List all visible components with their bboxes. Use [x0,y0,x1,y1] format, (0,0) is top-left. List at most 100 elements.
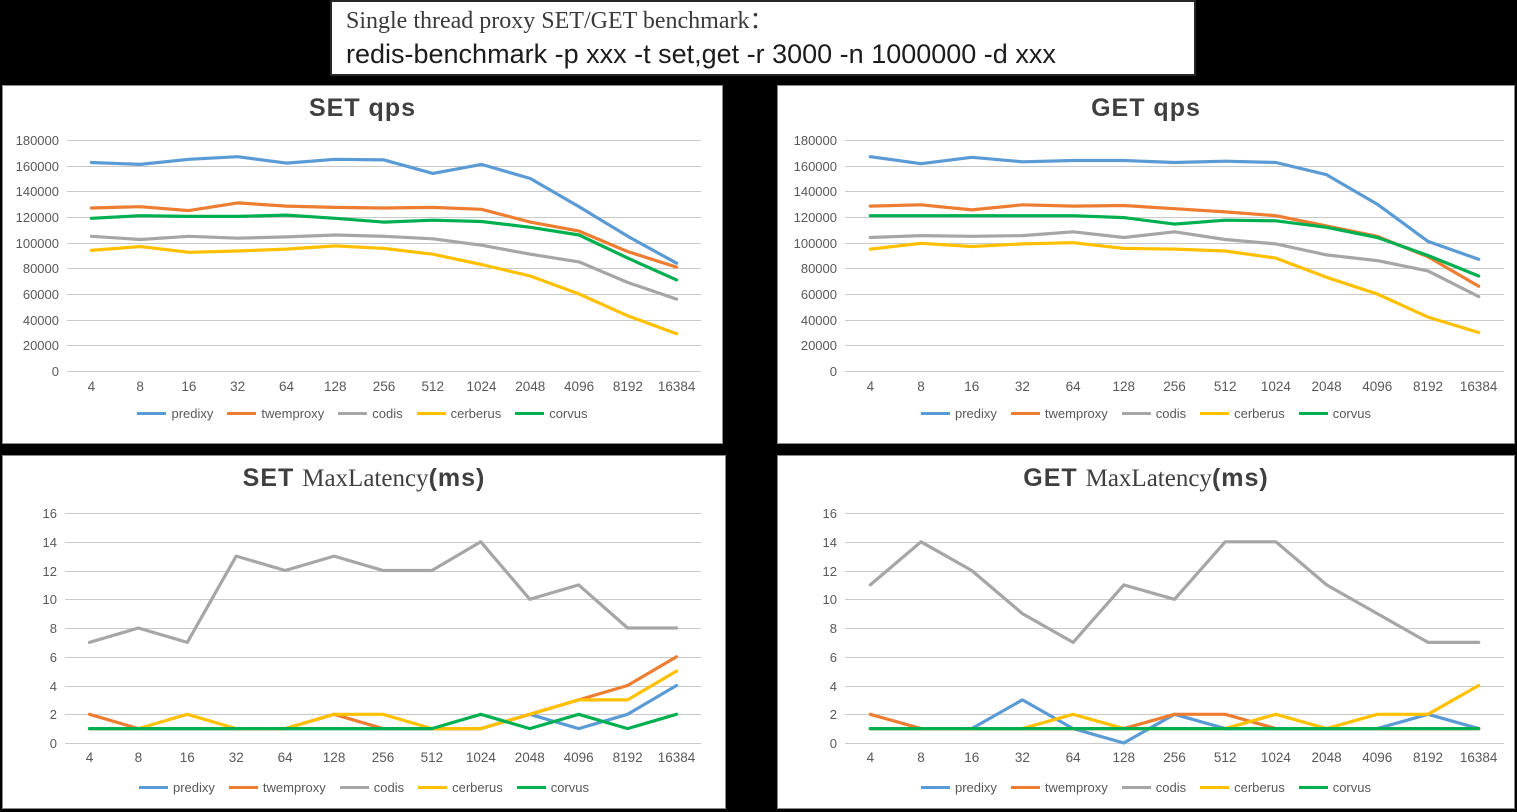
x-axis-tick-label: 16 [180,750,195,765]
legend-item-cerberus: cerberus [1200,780,1285,795]
y-axis-tick-label: 4 [50,679,57,694]
chart-title-part: (ms) [428,464,486,492]
x-axis-tick-label: 1024 [466,750,497,765]
chart-title-get-maxlatency: GET MaxLatency(ms) [778,464,1514,493]
y-axis-tick-label: 140000 [794,184,837,199]
y-axis-tick-label: 20000 [23,338,59,353]
x-axis-tick-label: 8 [136,379,144,394]
y-axis-tick-label: 20000 [801,338,837,353]
legend-label: codis [1155,406,1187,421]
x-axis-tick-label: 16384 [1460,379,1498,394]
series-line-predixy [868,698,1481,745]
y-axis-tick-label: 80000 [801,261,837,276]
y-axis-tick-label: 100000 [794,236,837,251]
legend-item-codis: codis [338,406,403,421]
x-axis-tick-label: 128 [324,379,347,394]
x-axis-tick-label: 16384 [1460,750,1498,765]
legend-color-line-predixy [920,412,950,415]
legend-color-line-twemproxy [228,786,258,789]
x-axis-tick-label: 32 [230,379,245,394]
legend-item-predixy: predixy [138,780,215,795]
legend-color-line-predixy [137,412,167,415]
series-line-codis [868,230,1481,299]
x-axis-tick-label: 8192 [1413,750,1443,765]
y-axis-tick-label: 40000 [801,313,837,328]
y-axis-tick-label: 2 [830,707,837,722]
x-axis-tick-label: 32 [1015,379,1030,394]
series-line-cerberus [868,683,1481,731]
legend-item-codis: codis [1121,406,1187,421]
legend-label: twemproxy [261,406,325,421]
plot-area-set-qps: 0 20000 40000 60000 80000 100000 120000 140000 1… [16,133,701,394]
x-axis-tick-label: 16 [964,750,979,765]
series-line-cerberus [87,669,679,731]
legend-color-line-codis [338,412,368,415]
x-axis-tick-label: 16384 [658,750,696,765]
x-axis-tick-label: 128 [1113,750,1136,765]
legend-get-qps: predixy twemproxy codis cerberus corvus [778,406,1514,421]
y-axis-tick-label: 8 [50,621,57,636]
x-axis-tick-label: 32 [1015,750,1030,765]
chart-title-part: GET qps [1091,94,1201,122]
legend-label: codis [373,780,405,795]
y-axis-tick-label: 6 [830,650,837,665]
legend-set-qps: predixy twemproxy codis cerberus corvus [3,406,722,421]
x-axis-tick-label: 4 [867,379,875,394]
plot-area-get-qps: 0 20000 40000 60000 80000 100000 120000 140000 1… [794,133,1504,394]
x-axis-tick-label: 4 [88,379,96,394]
x-axis-tick-label: 2048 [515,750,545,765]
x-axis-tick-label: 1024 [467,379,498,394]
legend-label: cerberus [1234,780,1285,795]
series-line-corvus [87,712,679,731]
y-axis-tick-label: 40000 [23,313,59,328]
y-axis-tick-label: 0 [830,364,837,379]
x-axis-tick-label: 2048 [1312,379,1342,394]
legend-item-predixy: predixy [137,406,213,421]
y-axis-tick-label: 16 [823,506,837,521]
plot-area-set-maxlatency: 0 2 4 6 8 10 12 14 16 4 8 16 32 64 128 256 512 1024 2048 40… [43,506,701,765]
legend-label: codis [372,406,403,421]
y-axis-tick-label: 180000 [794,133,837,148]
y-axis-tick-label: 0 [830,736,837,751]
x-axis-tick-label: 4096 [1362,379,1392,394]
series-line-predixy [868,155,1481,261]
legend-label: cerberus [1234,406,1285,421]
legend-label: corvus [550,780,589,795]
legend-color-line-corvus [1298,412,1328,415]
x-axis-tick-label: 8 [135,750,143,765]
y-axis-tick-label: 120000 [794,210,837,225]
chart-title-get-qps: GET qps [778,94,1514,123]
series-line-twemproxy [89,201,679,269]
legend-item-corvus: corvus [516,780,589,795]
legend-item-codis: codis [1121,780,1186,795]
chart-title-set-maxlatency: SET MaxLatency(ms) [3,464,725,493]
plot-area-get-maxlatency: 0 2 4 6 8 10 12 14 16 4 8 16 32 64 128 256 512 1024 2048 40… [823,506,1504,765]
legend-set-maxlatency: predixy twemproxy codis cerberus corvus [3,780,725,795]
legend-label: predixy [171,406,214,421]
benchmark-title-box: Single thread proxy SET/GET benchmark： r… [330,0,1196,76]
legend-label: predixy [172,780,215,795]
x-axis-tick-label: 64 [278,750,294,765]
y-axis-tick-label: 6 [50,650,57,665]
series-line-predixy [87,683,679,731]
legend-color-line-corvus [1298,786,1328,789]
legend-label: corvus [1332,406,1371,421]
y-axis-tick-label: 140000 [16,184,59,199]
legend-color-line-corvus [515,412,545,415]
x-axis-tick-label: 8 [917,379,925,394]
legend-item-cerberus: cerberus [416,406,501,421]
x-axis-tick-label: 512 [1214,750,1237,765]
x-axis-tick-label: 256 [1163,379,1186,394]
x-axis-tick-label: 256 [372,750,395,765]
x-axis-tick-label: 128 [1113,379,1136,394]
legend-color-line-cerberus [1200,786,1230,789]
legend-item-corvus: corvus [515,406,588,421]
y-axis-tick-label: 120000 [16,210,59,225]
chart-title-part: GET [1023,464,1086,492]
legend-label: predixy [954,780,997,795]
legend-label: corvus [549,406,588,421]
panel-get-qps: GET qps 0 20000 40000 60000 80000 100000 120000… [777,85,1515,444]
chart-title-part: MaxLatency [302,465,429,492]
legend-color-line-cerberus [418,786,448,789]
